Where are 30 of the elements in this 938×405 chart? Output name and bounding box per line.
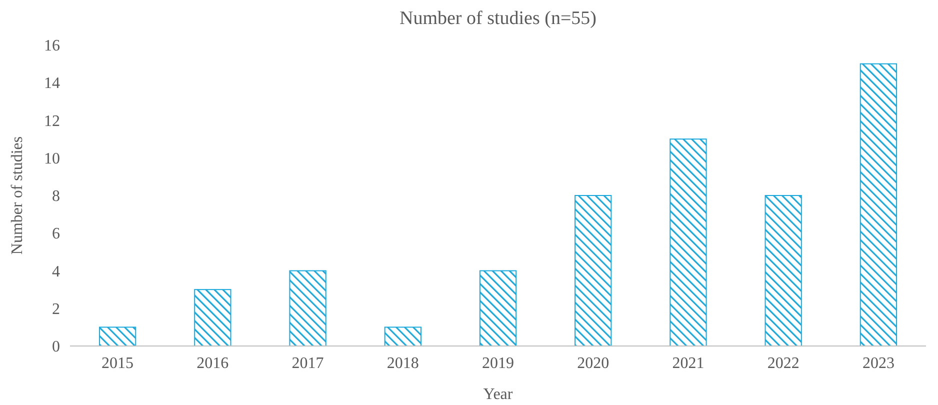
chart-title: Number of studies (n=55) (400, 8, 596, 29)
bar (384, 326, 422, 346)
x-tick-label: 2019 (482, 355, 514, 372)
bar (860, 63, 898, 346)
bar (289, 270, 326, 346)
bar (764, 195, 802, 346)
x-tick-label: 2020 (577, 355, 610, 372)
bar (479, 270, 517, 346)
y-tick-label: 16 (44, 38, 60, 55)
x-tick-label: 2015 (102, 355, 134, 372)
bar (98, 326, 136, 346)
x-axis-title: Year (483, 386, 514, 403)
x-tick-label: 2016 (196, 355, 229, 372)
bar (670, 138, 707, 346)
y-tick-label: 0 (52, 338, 60, 356)
bar (574, 195, 612, 346)
x-tick-label: 2017 (292, 355, 324, 372)
x-tick-label: 2021 (672, 355, 704, 372)
y-tick-label: 12 (44, 112, 60, 130)
y-tick-label: 6 (52, 226, 60, 243)
x-tick-label: 2023 (862, 355, 894, 372)
y-tick-label: 8 (52, 188, 60, 206)
x-tick-label: 2018 (386, 355, 419, 372)
y-tick-label: 4 (52, 263, 60, 280)
bar (194, 289, 232, 346)
y-tick-label: 10 (44, 150, 60, 168)
y-axis-title: Number of studies (9, 136, 26, 255)
x-tick-label: 2022 (767, 355, 800, 372)
y-tick-label: 14 (44, 75, 60, 92)
y-tick-label: 2 (52, 300, 60, 318)
